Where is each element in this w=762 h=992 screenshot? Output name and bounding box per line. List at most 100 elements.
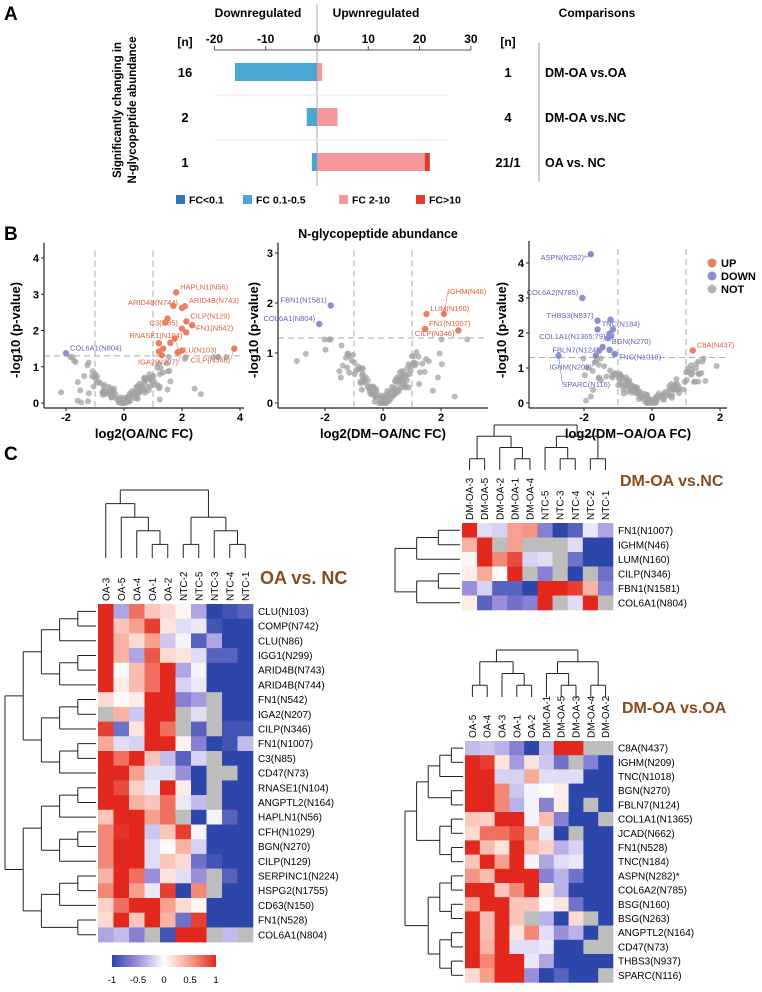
heatmap-cell [222, 721, 238, 737]
bar-fc-2-10 [317, 108, 338, 126]
point-not [653, 393, 660, 400]
heatmap-cell [144, 751, 161, 766]
heatmap-cell [222, 677, 238, 693]
heatmap-cell [479, 911, 495, 926]
heatmap-cell [144, 604, 161, 619]
heatmap-cell [583, 868, 599, 884]
heatmap-dm-oa-vs-nc: FN1(N1007) IGHM(N46) LUM(N160) CILP(N346) FB… [394, 424, 724, 611]
point-not [615, 374, 622, 381]
heatmap-cell [129, 868, 145, 884]
heatmap-cell [462, 523, 478, 538]
x-tick-label: 0 [121, 412, 127, 424]
heatmap-cell [539, 883, 555, 898]
row-label: CLU(N86) [258, 636, 303, 647]
row-label: JCAD(N662) [618, 829, 675, 840]
heatmap-cell [129, 604, 145, 619]
legend-not-label: NOT [721, 284, 745, 296]
heatmap-cell [492, 581, 508, 596]
row-label: COL6A1(N804) [258, 930, 327, 941]
heatmap-cell [598, 868, 614, 884]
point-not [100, 383, 107, 390]
legend-swatch [243, 195, 252, 204]
heatmap-cell [479, 826, 495, 841]
heatmap-cell [553, 812, 569, 827]
heatmap-cell [479, 939, 495, 955]
point-not [589, 368, 596, 375]
heatmap-title: DM-OA vs.OA [622, 700, 727, 717]
heatmap-cell [222, 633, 238, 649]
heatmap-cell [113, 765, 130, 781]
heatmap-cell [191, 898, 207, 913]
heatmap-cell [222, 809, 238, 825]
heatmap-cell [144, 853, 161, 869]
heatmap-cell [509, 968, 525, 983]
heatmap-cell [582, 552, 599, 567]
heatmap-cell [144, 633, 161, 649]
heatmap-cell [113, 853, 130, 869]
heatmap-cell [191, 824, 207, 840]
heatmap-cell [479, 812, 495, 827]
point-not [410, 353, 417, 360]
point-not [668, 394, 675, 401]
point-not [391, 384, 398, 391]
bar-fc-10 [424, 153, 430, 171]
heatmap-cell [598, 741, 614, 756]
point-label: ARID4B(N744) [128, 298, 179, 307]
row-label: COMP(N742) [258, 622, 319, 633]
heatmap-cell [524, 968, 540, 983]
heatmap-cell [191, 633, 207, 649]
heatmap-cell [129, 677, 145, 693]
heatmap-cell [524, 939, 540, 955]
heatmap-cell [191, 765, 207, 781]
heatmap-cell [237, 648, 254, 664]
point-not [338, 342, 345, 349]
heatmap-cell [222, 618, 238, 634]
point-up [423, 310, 430, 318]
y-tick-label: 0 [267, 398, 273, 410]
column-label: OA-1 [148, 577, 159, 601]
heatmap-cell [494, 755, 510, 770]
heatmap-cell [237, 839, 254, 855]
heatmap-cell [553, 854, 569, 870]
heatmap-cell [175, 868, 192, 884]
heatmap-cell [113, 706, 130, 722]
heatmap-cell [583, 797, 599, 813]
heatmap-cell [206, 853, 223, 869]
heatmap-cell [583, 925, 599, 941]
heatmap-cell [494, 769, 510, 784]
column-label: OA-5 [117, 577, 128, 601]
point-not [695, 370, 702, 377]
panel-label-c: C [4, 444, 18, 465]
column-label: OA-1 [512, 714, 523, 738]
heatmap-cell [597, 523, 614, 538]
heatmap-cell [465, 883, 481, 898]
heatmap-cell [553, 741, 569, 756]
heatmap-cell [492, 523, 508, 538]
heatmap-cell [191, 780, 207, 796]
point-label: CILP(N346) [191, 356, 231, 365]
heatmap-cell [175, 736, 192, 752]
bar-fc-0-1-0-5 [311, 153, 317, 171]
row-label: FBLN7(N124) [618, 800, 680, 811]
heatmap-cell [98, 824, 114, 840]
column-label: OA-3 [498, 714, 509, 738]
heatmap-cell [237, 736, 254, 752]
point-up [170, 302, 177, 310]
heatmap-cell [597, 537, 614, 553]
heatmap-cell [129, 736, 145, 752]
heatmap-cell [237, 765, 254, 781]
heatmap-cell [222, 751, 238, 766]
heatmap-cell [206, 677, 223, 693]
row-label: BSG(N160) [618, 900, 670, 911]
point-not [601, 363, 608, 370]
heatmap-cell [598, 939, 614, 955]
heatmap-cell [144, 839, 161, 855]
column-label: NTC-3 [210, 571, 221, 601]
column-label: DM-OA-5 [557, 695, 568, 738]
y-tick-label: 3 [518, 293, 524, 305]
point-not [165, 353, 172, 360]
column-label: DM-OA-3 [465, 477, 476, 520]
heatmap-cell [113, 721, 130, 737]
y-tick-label: 2 [33, 326, 39, 338]
